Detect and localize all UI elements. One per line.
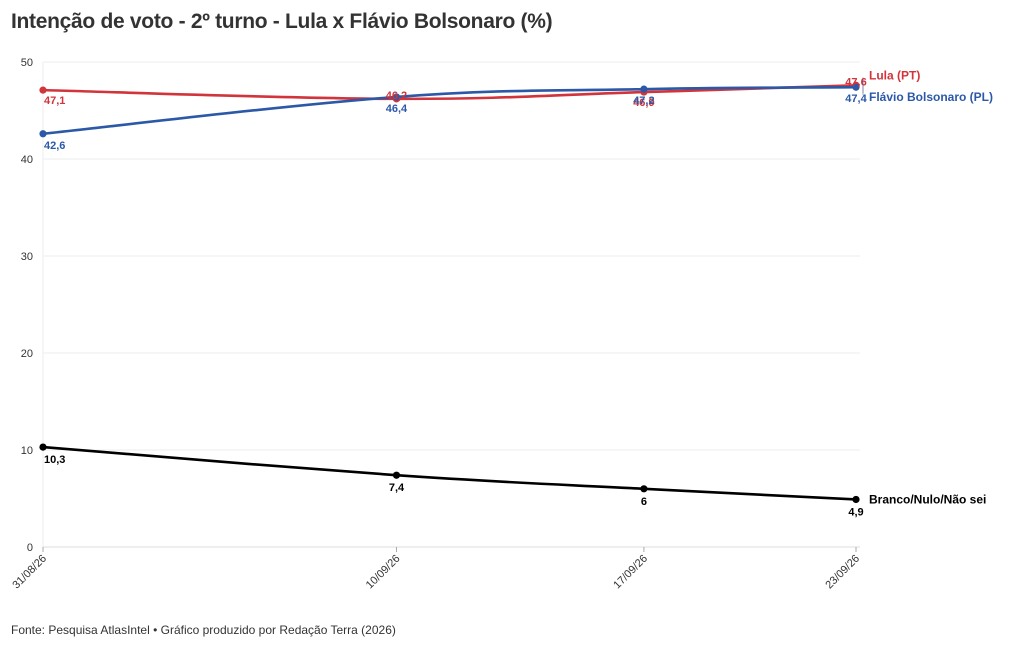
data-label: 47,1	[44, 95, 65, 107]
data-label: 7,4	[389, 482, 405, 494]
data-label: 46,9	[633, 97, 654, 109]
data-labels: 47,1 46,2 46,9 47,6 42,6 46,4 47,2 47,4 10,3 7,4 6…	[44, 76, 868, 518]
series-name-label: Lula (PT)	[869, 68, 920, 82]
series-line-2	[41, 445, 858, 501]
data-point	[39, 130, 47, 138]
data-label: 47,2	[633, 95, 654, 107]
x-tick-label: 23/09/26	[823, 553, 862, 592]
source-note: Fonte: Pesquisa AtlasIntel • Gráfico pro…	[11, 623, 396, 637]
data-point	[39, 86, 47, 94]
y-tick-label: 20	[21, 348, 33, 360]
chart-title: Intenção de voto - 2º turno - Lula x Flá…	[11, 10, 553, 33]
data-label: 46,4	[386, 103, 408, 115]
y-tick-label: 40	[21, 154, 33, 166]
y-tick-label: 0	[27, 542, 33, 554]
data-label: 46,2	[386, 90, 407, 102]
data-label: 42,6	[44, 140, 65, 152]
y-tick-label: 10	[21, 445, 33, 457]
y-tick-label: 50	[21, 57, 33, 69]
x-tick-label: 10/09/26	[364, 553, 403, 592]
series-end-labels: Lula (PT) Flávio Bolsonaro (PL) Branco/Nul…	[862, 68, 993, 506]
data-label: 4,9	[848, 506, 863, 518]
series-line-1	[41, 85, 858, 136]
data-label: 10,3	[44, 454, 65, 466]
series-lines	[39, 81, 860, 504]
data-point	[640, 85, 648, 93]
x-tick-label: 17/09/26	[611, 553, 650, 592]
series-name-label: Flávio Bolsonaro (PL)	[869, 90, 993, 104]
data-point	[392, 93, 401, 101]
data-point	[852, 83, 860, 91]
series-name-label: Branco/Nulo/Não sei	[869, 492, 986, 506]
y-tick-label: 30	[21, 251, 33, 263]
data-point	[852, 495, 860, 504]
data-point	[39, 443, 47, 451]
data-point	[640, 485, 648, 493]
x-tick-label: 31/08/26	[10, 553, 49, 592]
data-label: 6	[641, 496, 647, 508]
data-point	[392, 471, 401, 479]
data-label: 47,6	[845, 76, 866, 88]
axes: 0 10 20 30 40 50 31/08/26 10/09/26 17/09/26 23/09…	[10, 57, 862, 591]
data-label: 47,4	[845, 93, 867, 105]
gridlines	[42, 61, 860, 548]
